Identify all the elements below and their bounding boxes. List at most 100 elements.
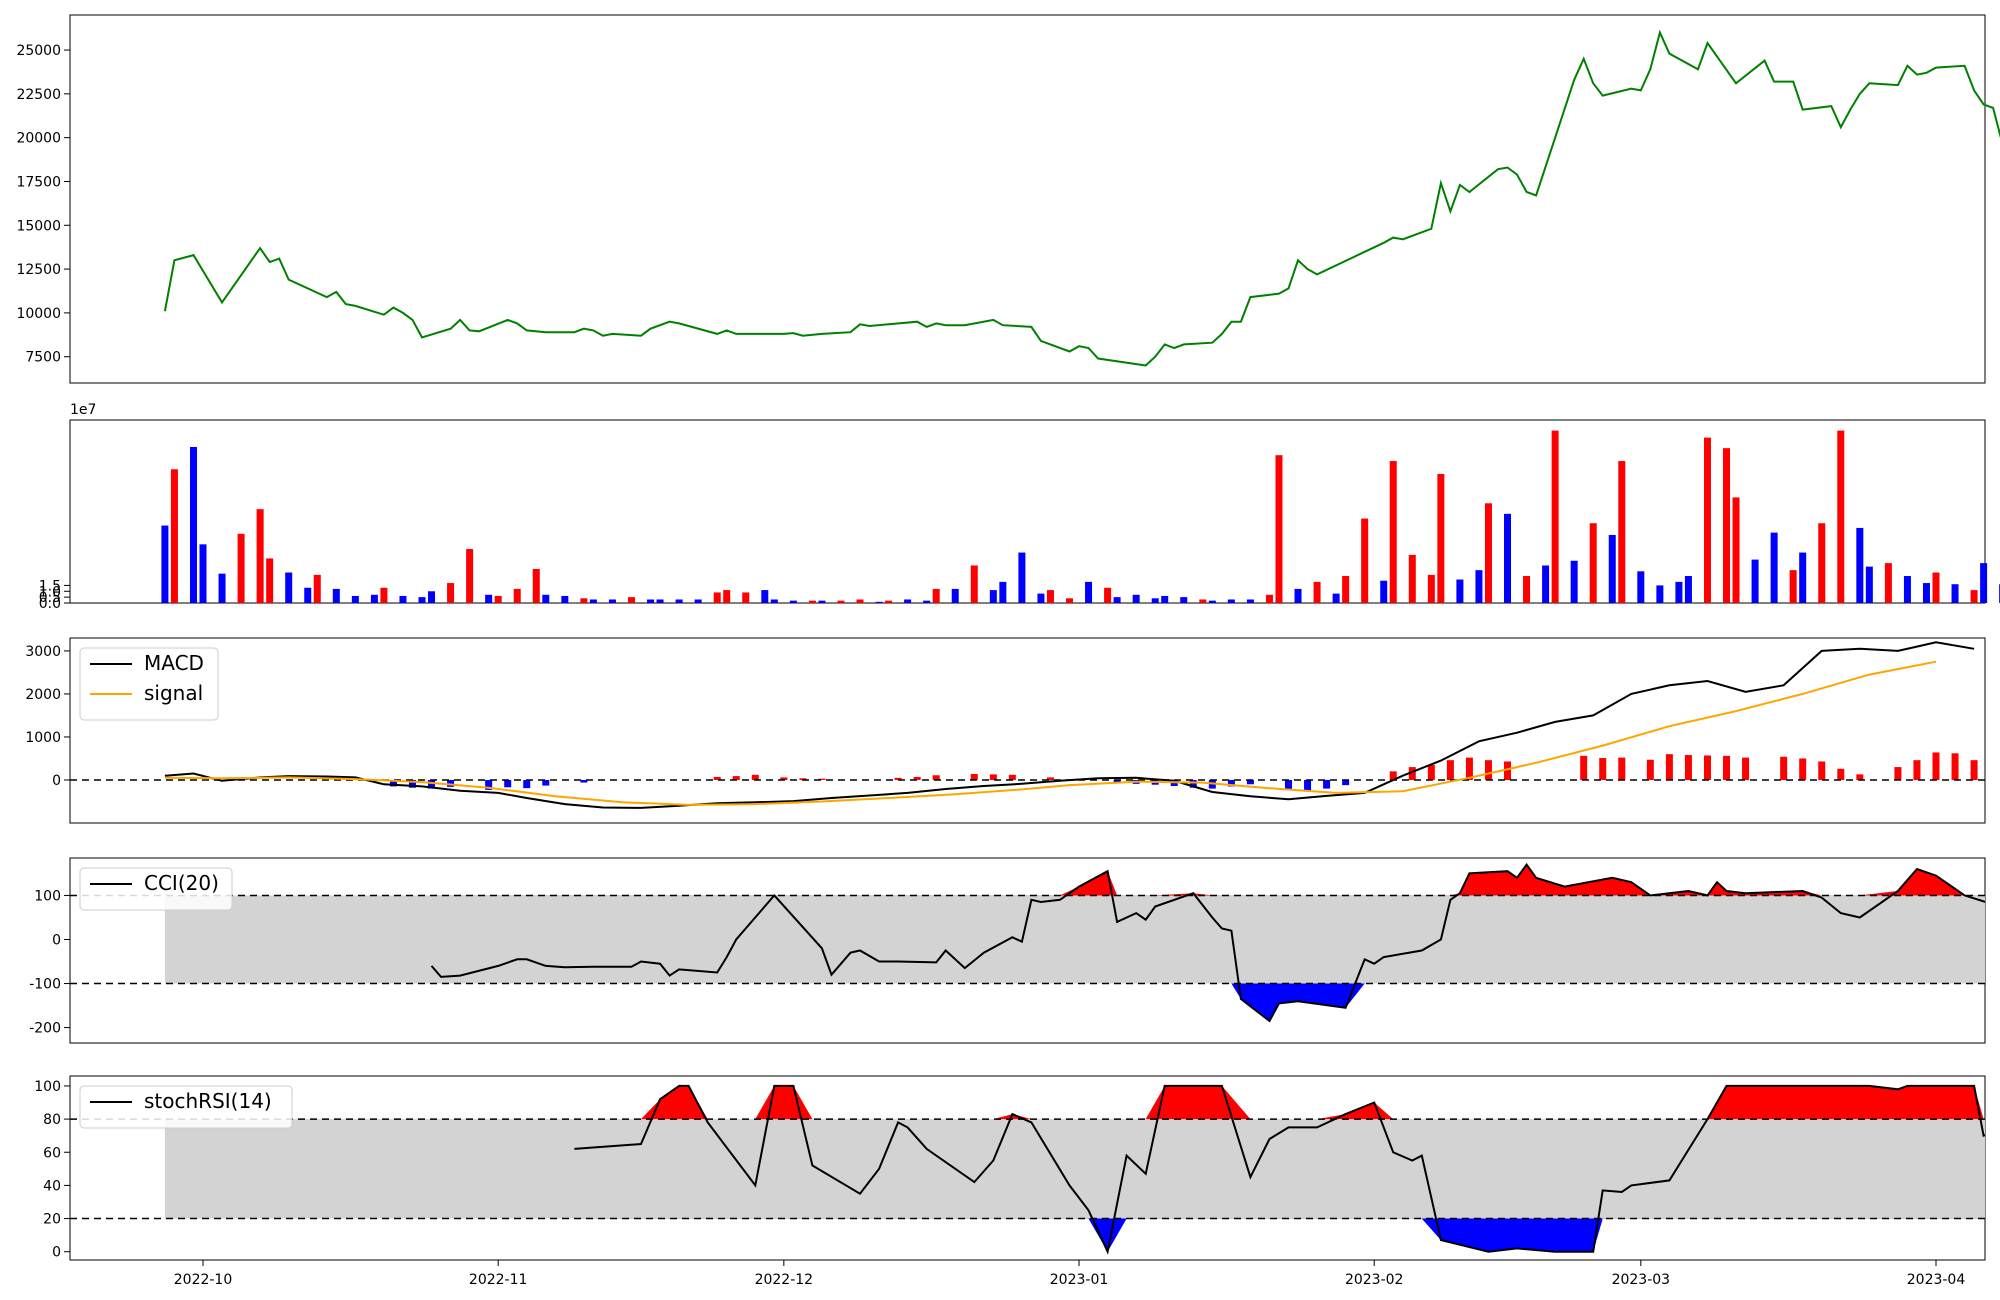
volume-bar xyxy=(380,587,388,603)
volume-bar xyxy=(1085,581,1093,603)
volume-bar xyxy=(675,599,683,603)
price-ytick-label: 25000 xyxy=(16,43,61,59)
volume-bar xyxy=(418,597,426,603)
macd-legend xyxy=(79,647,219,721)
macd-histogram-bar xyxy=(542,779,550,786)
volume-bar xyxy=(932,588,940,603)
macd-histogram-bar xyxy=(1113,779,1121,783)
volume-bar xyxy=(694,599,702,603)
cci-line xyxy=(430,862,1985,1023)
macd-histogram-bar xyxy=(780,777,788,780)
macd-series-macd xyxy=(164,641,1975,809)
volume-bar xyxy=(885,600,893,603)
volume-bar xyxy=(904,599,912,603)
volume-bar xyxy=(494,595,502,603)
macd-histogram-bar xyxy=(1504,761,1512,780)
volume-bar xyxy=(647,599,655,603)
volume-bar xyxy=(1656,585,1664,603)
volume-bar xyxy=(1427,574,1435,603)
volume-bar xyxy=(1837,430,1845,603)
volume-bar xyxy=(656,599,664,603)
price-ytick-label: 7500 xyxy=(25,350,61,366)
x-tick-label: 2023-01 xyxy=(1050,1272,1109,1288)
volume-bar xyxy=(1951,584,1959,603)
volume-bar xyxy=(1637,571,1645,603)
volume-bar xyxy=(1523,576,1531,603)
stochrsi-ytick-label: 100 xyxy=(34,1079,61,1095)
macd-ytick-label: 3000 xyxy=(25,644,61,660)
cci-overbought-fill xyxy=(431,864,1985,896)
volume-bar xyxy=(1265,594,1273,603)
cci-ytick-label: -100 xyxy=(29,977,61,993)
volume-bar xyxy=(1294,588,1302,603)
macd-histogram-bar xyxy=(818,778,826,780)
cci-legend-label: CCI(20) xyxy=(144,871,219,895)
volume-bar xyxy=(1456,579,1464,603)
macd-histogram-bar xyxy=(913,776,921,780)
volume-bar xyxy=(1380,580,1388,603)
macd-histogram-bar xyxy=(1894,767,1902,780)
volume-panel: 0.00.51.01.5 1e7 xyxy=(39,402,2000,612)
volume-bar xyxy=(1675,581,1683,603)
stochrsi-legend xyxy=(79,1085,293,1129)
volume-bar xyxy=(1504,513,1512,603)
volume-bar xyxy=(1246,599,1254,603)
x-tick-label: 2022-11 xyxy=(469,1272,528,1288)
macd-histogram-bar xyxy=(408,779,416,788)
macd-histogram-bar xyxy=(523,779,531,789)
volume-bar xyxy=(1199,599,1207,603)
macd-histogram-bar xyxy=(1580,755,1588,780)
macd-histogram-bar xyxy=(799,778,807,780)
stochrsi-overbought-fill xyxy=(574,1085,1985,1120)
macd-histogram-bar xyxy=(1932,752,1940,780)
volume-bar xyxy=(1046,590,1054,603)
cci-panel: -200 -100 0 100 CCI(20) xyxy=(29,857,1986,1044)
macd-histogram-bar xyxy=(1465,757,1473,780)
macd-histogram-bar xyxy=(1703,755,1711,780)
volume-bar xyxy=(1113,597,1121,603)
macd-histogram-bar xyxy=(1008,774,1016,780)
volume-bar xyxy=(1589,523,1597,603)
macd-histogram-bar xyxy=(1189,779,1197,788)
volume-bar xyxy=(1475,570,1483,603)
volume-bar xyxy=(789,600,797,603)
macd-histogram-bar xyxy=(1780,756,1788,780)
stochrsi-ytick-label: 80 xyxy=(43,1112,61,1128)
macd-histogram-bar xyxy=(713,776,721,780)
x-tick-label: 2022-12 xyxy=(755,1272,814,1288)
macd-histogram-bar xyxy=(1446,760,1454,780)
macd-ytick-label: 1000 xyxy=(25,730,61,746)
macd-histogram-bar xyxy=(1970,760,1978,780)
macd-histogram-bar xyxy=(1389,771,1397,780)
volume-bar xyxy=(332,588,340,603)
volume-bar xyxy=(1151,598,1159,603)
volume-bar xyxy=(1570,560,1578,603)
macd-histogram-bar xyxy=(447,779,455,787)
volume-bar xyxy=(1132,594,1140,603)
macd-histogram-bar xyxy=(1818,761,1826,780)
macd-histogram-bar xyxy=(1246,779,1254,785)
volume-bar xyxy=(1484,503,1492,603)
volume-bar xyxy=(1618,461,1626,603)
volume-bar xyxy=(1037,593,1045,603)
volume-bar xyxy=(285,572,293,603)
volume-bar xyxy=(370,594,378,603)
volume-bar xyxy=(1932,572,1940,603)
macd-histogram-bar xyxy=(751,774,759,780)
macd-legend-label: signal xyxy=(144,681,203,705)
macd-ytick-label: 0 xyxy=(52,773,61,789)
macd-histogram-bar xyxy=(1913,760,1921,780)
stochrsi-legend-label: stochRSI(14) xyxy=(144,1089,272,1113)
stochrsi-plot-area xyxy=(164,1084,1985,1255)
volume-bar xyxy=(304,587,312,603)
volume-bar xyxy=(808,600,816,603)
price-line xyxy=(163,29,2000,367)
macd-histogram-bar xyxy=(1742,757,1750,780)
volume-bar xyxy=(1903,576,1911,603)
volume-bar xyxy=(1608,534,1616,603)
volume-bar xyxy=(485,594,493,603)
volume-bar xyxy=(1922,583,1930,603)
macd-histogram-bar xyxy=(485,779,493,790)
cci-neutral-band xyxy=(164,895,1985,984)
